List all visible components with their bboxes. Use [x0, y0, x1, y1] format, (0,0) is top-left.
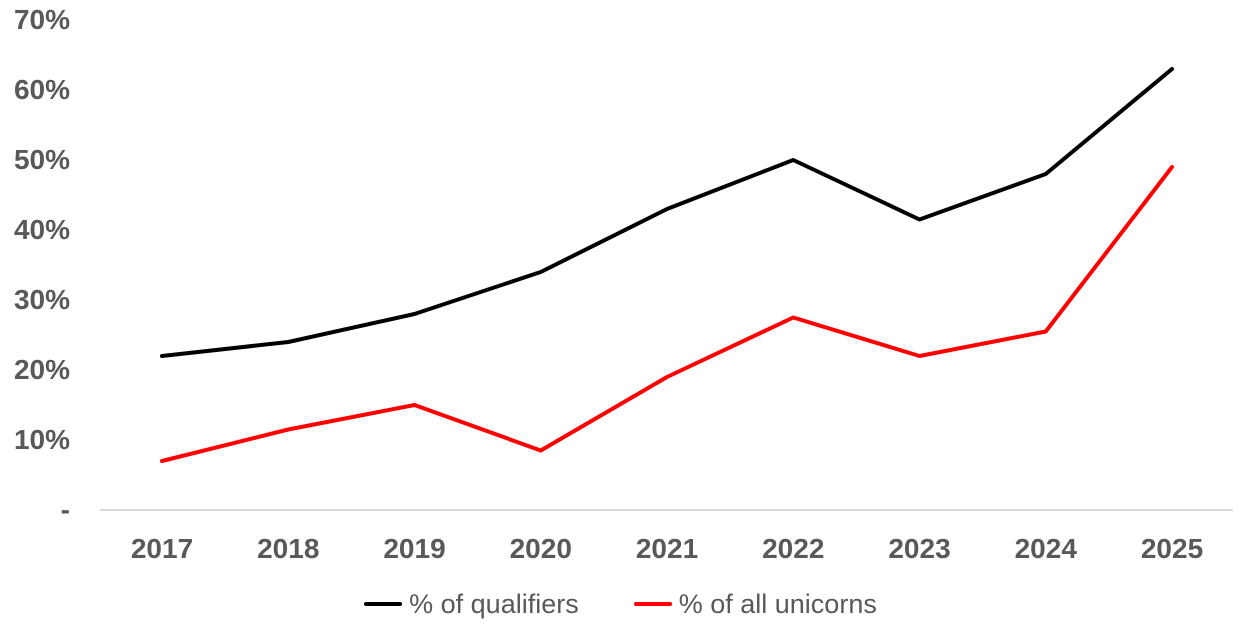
y-tick-20: 20% [13, 354, 70, 385]
y-tick-10: 10% [13, 424, 70, 455]
legend-label-all-unicorns: % of all unicorns [678, 589, 877, 619]
legend-swatch-qualifiers [364, 602, 403, 606]
x-tick-2018: 2018 [257, 533, 320, 564]
y-tick-40: 40% [13, 214, 70, 245]
legend-swatch-all-unicorns [633, 602, 672, 606]
x-tick-2024: 2024 [1014, 533, 1077, 564]
legend: % of qualifiers % of all unicorns [0, 588, 1241, 620]
x-tick-2022: 2022 [762, 533, 825, 564]
x-tick-2021: 2021 [635, 533, 699, 564]
x-tick-2023: 2023 [888, 533, 951, 564]
legend-label-qualifiers: % of qualifiers [409, 589, 579, 619]
series-line-all-unicorns [160, 165, 1174, 463]
x-tick-2020: 2020 [509, 533, 572, 564]
y-tick-30: 30% [13, 284, 70, 315]
y-tick-0: - [60, 494, 70, 525]
y-tick-50: 50% [13, 144, 70, 175]
x-tick-2017: 2017 [130, 533, 194, 564]
legend-item-qualifiers: % of qualifiers [364, 588, 579, 620]
y-tick-60: 60% [13, 74, 70, 105]
x-tick-2025: 2025 [1140, 533, 1204, 564]
x-axis-line [100, 509, 1233, 511]
series-line-qualifiers [160, 67, 1174, 358]
x-tick-2019: 2019 [383, 533, 446, 564]
y-tick-70: 70% [13, 4, 70, 35]
legend-item-all-unicorns: % of all unicorns [633, 588, 877, 620]
